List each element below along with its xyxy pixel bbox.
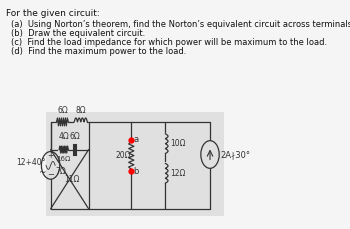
Text: 12∔40°: 12∔40° — [16, 158, 46, 167]
Text: 6Ω: 6Ω — [57, 106, 68, 115]
Text: 20Ω: 20Ω — [116, 151, 131, 160]
Text: (d)  Find the maximum power to the load.: (d) Find the maximum power to the load. — [10, 47, 186, 56]
Text: 10Ω: 10Ω — [171, 139, 186, 148]
Text: +: + — [47, 151, 54, 160]
Text: 12Ω: 12Ω — [171, 169, 186, 178]
Text: 6Ω: 6Ω — [70, 132, 80, 141]
Bar — [46, 112, 224, 216]
Text: 8Ω: 8Ω — [76, 106, 86, 115]
Text: (b)  Draw the equivalent circuit.: (b) Draw the equivalent circuit. — [10, 29, 145, 38]
Text: b: b — [133, 167, 139, 176]
Text: (a)  Using Norton’s theorem, find the Norton’s equivalent circuit across termina: (a) Using Norton’s theorem, find the Nor… — [10, 20, 350, 29]
Text: −: − — [47, 170, 54, 179]
Text: 7Ω: 7Ω — [55, 167, 66, 176]
Text: 2A∤30°: 2A∤30° — [220, 150, 251, 159]
Text: 11Ω: 11Ω — [64, 175, 79, 184]
Text: (c)  Find the load impedance for which power will be maximum to the load.: (c) Find the load impedance for which po… — [10, 38, 327, 47]
Text: 16Ω: 16Ω — [57, 156, 71, 162]
Text: For the given circuit:: For the given circuit: — [6, 9, 100, 18]
Text: 4Ω: 4Ω — [58, 132, 69, 141]
Text: ~: ~ — [38, 168, 46, 177]
Text: a: a — [133, 135, 138, 144]
